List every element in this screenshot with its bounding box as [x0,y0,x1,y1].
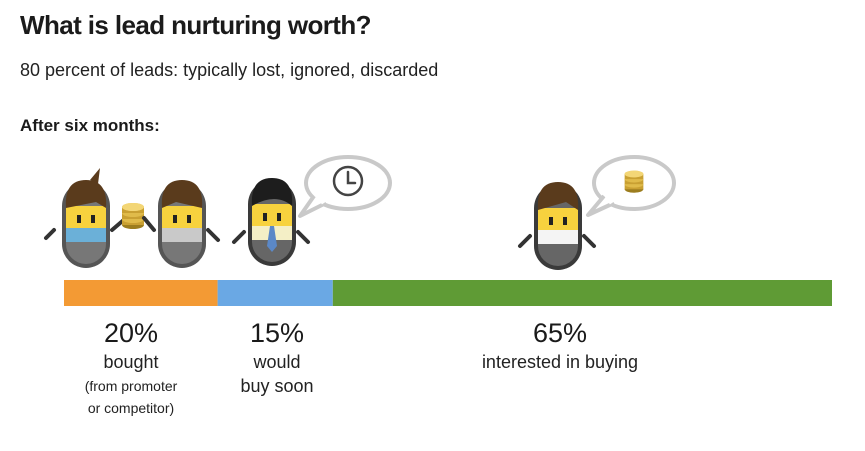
section-label: After six months: [20,116,160,135]
category-label-bought-0: bought [103,352,158,372]
coin-stack-icon [122,203,144,229]
bar-segment-interested-in-buying [332,280,832,306]
speech-bubble-coins [586,155,676,217]
person-figure-interested [518,182,596,270]
coin-stack-icon [624,170,644,193]
sub-label-bought-1: or competitor) [88,400,174,416]
sub-label-bought-0: (from promoter [85,378,178,394]
bar-segments [64,280,832,306]
category-label-would-buy-soon-1: buy soon [240,376,313,396]
person-figure-buyer-blue [44,168,128,268]
page-subtitle: 80 percent of leads: typically lost, ign… [20,60,439,80]
clock-icon [332,165,364,197]
segment-labels: 20% bought (from promoter or competitor) 15%… [85,318,638,416]
person-figure-would-buy [232,178,310,266]
bar-segment-bought [64,280,218,306]
value-label-bought: 20% [104,318,158,348]
value-label-would-buy-soon: 15% [250,318,304,348]
person-figure-buyer-grey [142,180,220,268]
speech-bubble-clock [298,155,392,218]
category-label-interested-in-buying-0: interested in buying [482,352,638,372]
page-title: What is lead nurturing worth? [20,10,372,40]
category-label-would-buy-soon-0: would [252,352,300,372]
bar-segment-would-buy-soon [217,280,333,306]
value-label-interested-in-buying: 65% [533,318,587,348]
